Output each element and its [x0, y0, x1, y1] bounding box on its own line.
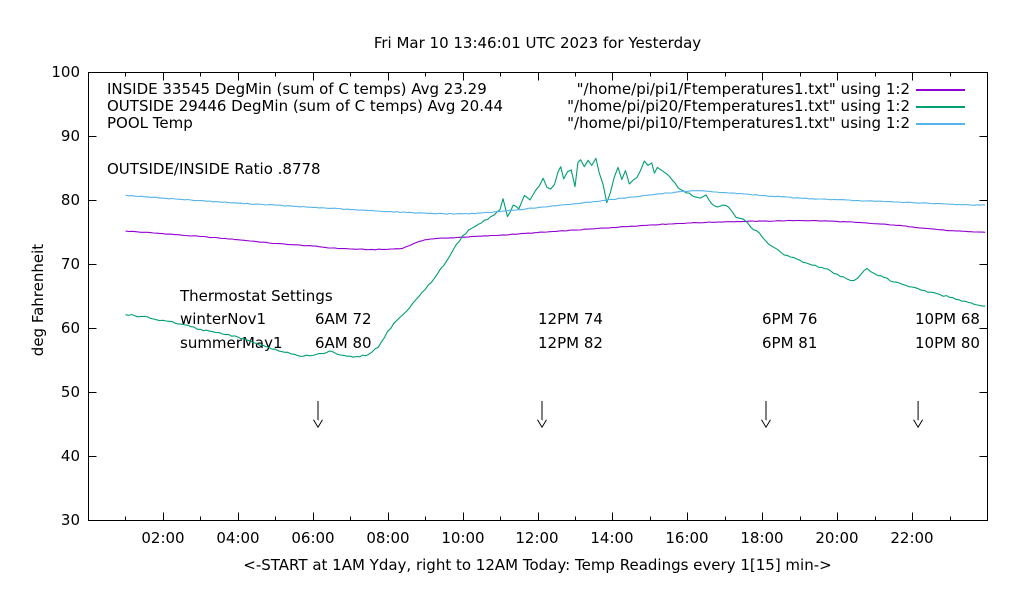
x-tick-label-1600: 16:00	[665, 529, 709, 547]
thermostat-winter-10pm: 10PM 68	[915, 310, 980, 328]
thermostat-winter-6pm: 6PM 76	[762, 310, 818, 328]
legend-label-outside: OUTSIDE 29446 DegMin (sum of C temps) Av…	[107, 97, 504, 115]
legend-line-sample-inside	[916, 89, 965, 91]
y-tick-label-60: 60	[60, 319, 80, 337]
y-axis-label: deg Fahrenheit	[29, 243, 47, 357]
thermostat-winter-12pm: 12PM 74	[538, 310, 603, 328]
y-tick-label-90: 90	[60, 127, 80, 145]
legend-line-sample-pool	[916, 123, 965, 125]
thermostat-settings-title: Thermostat Settings	[180, 287, 333, 305]
thermostat-summer-12pm: 12PM 82	[538, 334, 603, 352]
legend-label-pool: POOL Temp	[107, 114, 193, 132]
x-tick-label-1200: 12:00	[515, 529, 559, 547]
legend-line-sample-outside	[916, 106, 965, 108]
thermostat-summer-6pm: 6PM 81	[762, 334, 818, 352]
x-tick-label-1400: 14:00	[590, 529, 634, 547]
legend-file-inside: "/home/pi/pi1/Ftemperatures1.txt" using …	[576, 80, 910, 98]
thermostat-row-winter: winterNov1 6AM 72 12PM 74 6PM 76 10PM 68	[0, 311, 1020, 328]
y-tick-label-40: 40	[60, 447, 80, 465]
x-axis-label: <-START at 1AM Yday, right to 12AM Today…	[243, 556, 832, 574]
y-tick-label-80: 80	[60, 191, 80, 209]
thermostat-summer-name: summerMay1	[180, 334, 283, 352]
thermostat-summer-10pm: 10PM 80	[915, 334, 980, 352]
y-tick-label-100: 100	[51, 63, 80, 81]
y-tick-label-50: 50	[60, 383, 80, 401]
legend-file-outside: "/home/pi/pi20/Ftemperatures1.txt" using…	[567, 97, 910, 115]
x-tick-label-2000: 20:00	[815, 529, 859, 547]
y-tick-label-30: 30	[60, 511, 80, 529]
thermostat-winter-name: winterNov1	[180, 310, 267, 328]
x-tick-label-1000: 10:00	[441, 529, 485, 547]
x-tick-label-0800: 08:00	[366, 529, 410, 547]
outside-inside-ratio-label: OUTSIDE/INSIDE Ratio .8778	[107, 160, 321, 178]
thermostat-winter-6am: 6AM 72	[315, 310, 372, 328]
thermostat-summer-6am: 6AM 80	[315, 334, 372, 352]
x-tick-label-1800: 18:00	[740, 529, 784, 547]
x-tick-label-0600: 06:00	[291, 529, 335, 547]
legend-label-inside: INSIDE 33545 DegMin (sum of C temps) Avg…	[107, 80, 487, 98]
x-tick-label-2200: 22:00	[890, 529, 934, 547]
legend-file-pool: "/home/pi/pi10/Ftemperatures1.txt" using…	[567, 114, 910, 132]
chart-title: Fri Mar 10 13:46:01 UTC 2023 for Yesterd…	[373, 34, 702, 52]
y-tick-label-70: 70	[60, 255, 80, 273]
x-tick-label-0200: 02:00	[141, 529, 185, 547]
thermostat-row-summer: summerMay1 6AM 80 12PM 82 6PM 81 10PM 80	[0, 335, 1020, 352]
x-tick-label-0400: 04:00	[216, 529, 260, 547]
